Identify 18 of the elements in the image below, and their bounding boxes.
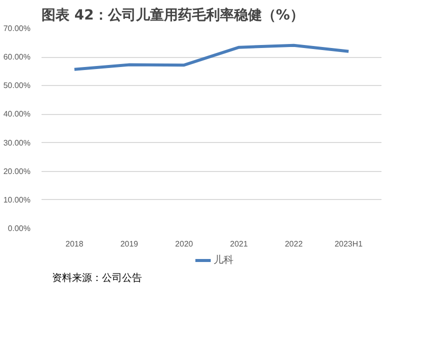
x-tick-label: 2021 [230, 240, 248, 248]
x-tick-label: 2018 [66, 240, 84, 248]
legend-label: 儿科 [213, 254, 234, 266]
y-tick-label: 70.00% [3, 24, 31, 33]
y-tick-label: 10.00% [3, 195, 31, 204]
x-tick-label: 2023H1 [334, 240, 364, 248]
y-tick-label: 60.00% [3, 52, 31, 62]
line-series [72, 44, 350, 71]
y-tick-label: 30.00% [3, 138, 31, 148]
x-tick-label: 2019 [120, 240, 139, 248]
x-tick-label: 2020 [175, 240, 194, 248]
chart-title: 图表 42：公司儿童用药毛利率稳健（%） [42, 6, 304, 24]
y-tick-label: 20.00% [3, 166, 31, 176]
y-tick-label: 50.00% [3, 81, 31, 90]
y-tick-label: 0.00% [8, 224, 31, 233]
text: 资料来源：公司公告 [52, 272, 142, 284]
x-tick-label: 2022 [284, 240, 304, 248]
y-tick-label: 40.00% [3, 110, 31, 119]
